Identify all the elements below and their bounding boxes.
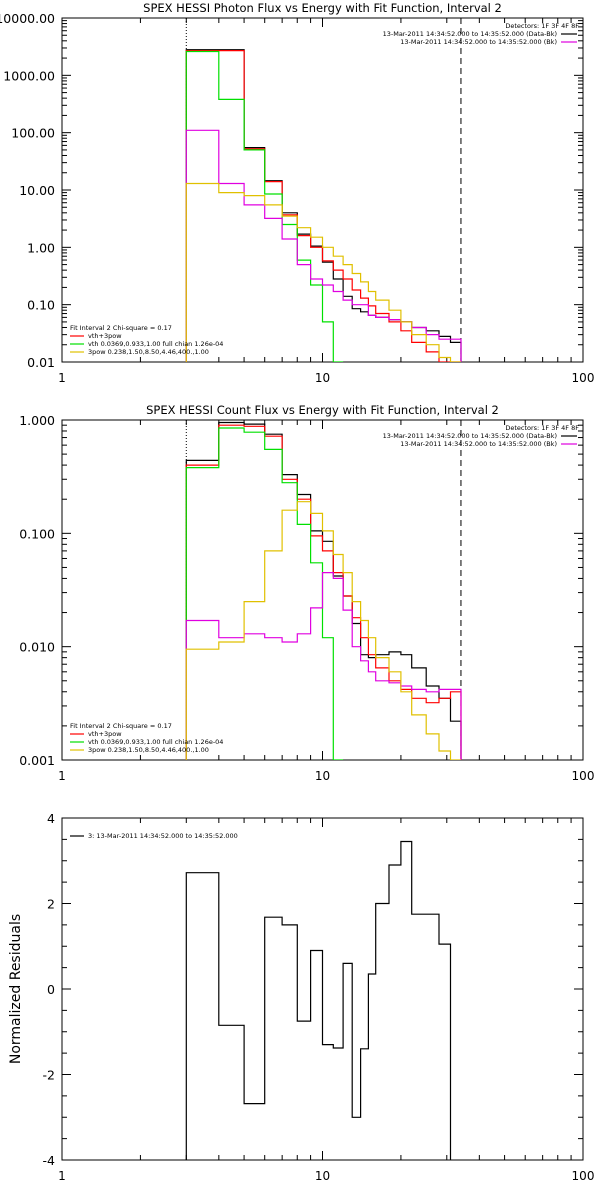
x-tick-label: 10 [315, 371, 330, 385]
legend-entry: vth+3pow [88, 332, 122, 340]
x-axis: 1 10 100 [58, 18, 594, 385]
y-tick-label: 0.001 [19, 753, 55, 768]
legend-header: Detectors: 1F 3F 4F 8F [505, 424, 579, 432]
series-line-5 [185, 501, 461, 760]
x-tick-label: 100 [572, 371, 595, 385]
y-tick-label: 0.100 [19, 526, 55, 541]
y-tick-label: -2 [43, 1068, 55, 1083]
legend-header: Fit Interval 2 Chi-square = 0.17 [70, 324, 172, 332]
plot-panel-1: SPEX HESSI Photon Flux vs Energy with Fi… [0, 1, 594, 385]
y-tick-label: 0 [47, 982, 55, 997]
y-tick-label: 10000.00 [0, 11, 55, 26]
x-tick-label: 10 [315, 1169, 330, 1183]
legend-entry: 13-Mar-2011 14:34:52.000 to 14:35:52.000… [383, 30, 557, 38]
series-line-1 [185, 49, 462, 362]
y-axis: -4 -2 0 2 4 [43, 811, 583, 1168]
legend-entry: 13-Mar-2011 14:34:52.000 to 14:35:52.000… [400, 38, 557, 46]
series-line-5 [185, 182, 461, 362]
legend-entry: 13-Mar-2011 14:34:52.000 to 14:35:52.000… [400, 440, 557, 448]
plot-panel-3: 1 10 100 -4 -2 0 2 4 Normalized Residuals 3: 13-M… [8, 811, 594, 1183]
legend-entry: 13-Mar-2011 14:34:52.000 to 14:35:52.000… [383, 432, 557, 440]
x-tick-label: 1 [58, 1169, 66, 1183]
y-axis: 0.001 0.010 0.100 1.000 [19, 413, 583, 768]
series-line-2 [185, 424, 462, 760]
y-tick-label: -4 [43, 1153, 56, 1168]
x-tick-label: 100 [572, 769, 595, 783]
y-axis: 0.01 0.10 1.00 10.00 100.00 1000.00 10000.00 [0, 11, 583, 370]
series-line-3 [185, 427, 344, 760]
legend-entry: vth+3pow [88, 730, 122, 738]
y-tick-label: 4 [47, 811, 55, 826]
series-line-1 [185, 840, 452, 1160]
x-tick-label: 10 [315, 769, 330, 783]
y-axis-label: Normalized Residuals [8, 914, 24, 1064]
series-line-4 [185, 572, 462, 760]
y-tick-label: 0.010 [19, 640, 55, 655]
y-tick-label: 10.00 [19, 183, 55, 198]
y-tick-label: 2 [47, 897, 55, 912]
y-tick-label: 1.000 [19, 413, 55, 428]
legend-entry: vth 0.0369,0.933,1.00 full chian 1.26e-0… [88, 738, 223, 746]
plot-panel-2: SPEX HESSI Count Flux vs Energy with Fit… [19, 403, 594, 783]
y-tick-label: 0.01 [27, 355, 55, 370]
legend-entry: 3: 13-Mar-2011 14:34:52.000 to 14:35:52.… [88, 832, 238, 840]
legend-header: Detectors: 1F 3F 4F 8F [505, 22, 579, 30]
series-group [185, 840, 452, 1160]
legend-header: Fit Interval 2 Chi-square = 0.17 [70, 722, 172, 730]
series-group [185, 49, 462, 362]
series-line-4 [185, 129, 462, 362]
chart-title: SPEX HESSI Photon Flux vs Energy with Fi… [143, 1, 502, 15]
y-tick-label: 100.00 [11, 126, 55, 141]
legend-entry: 3pow 0.238,1.50,8.50,4.46,400.,1.00 [88, 746, 209, 754]
x-tick-label: 100 [572, 1169, 595, 1183]
x-tick-label: 1 [58, 769, 66, 783]
legend-entry: 3pow 0.238,1.50,8.50,4.46,400.,1.00 [88, 348, 209, 356]
series-line-2 [185, 50, 461, 362]
legend-entry: vth 0.0369,0.933,1.00 full chian 1.26e-0… [88, 340, 223, 348]
x-axis: 1 10 100 [58, 818, 594, 1183]
series-line-1 [185, 421, 462, 760]
x-tick-label: 1 [58, 371, 66, 385]
y-tick-label: 1000.00 [3, 68, 55, 83]
y-tick-label: 1.00 [27, 240, 55, 255]
series-group [185, 421, 462, 760]
y-tick-label: 0.10 [27, 298, 55, 313]
chart-title: SPEX HESSI Count Flux vs Energy with Fit… [146, 403, 499, 417]
